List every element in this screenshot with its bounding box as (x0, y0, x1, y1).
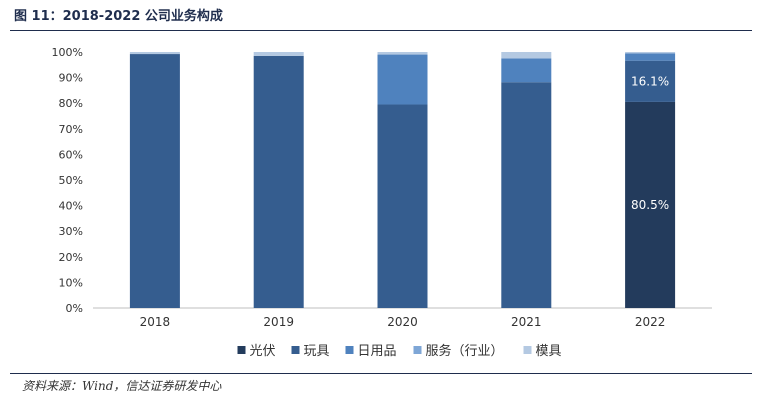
legend-swatch (345, 346, 354, 354)
bar-segment (625, 53, 676, 61)
bar-segment (129, 54, 180, 308)
legend-label: 玩具 (304, 344, 330, 359)
y-tick-label: 60% (59, 148, 83, 161)
bar-segment (501, 52, 552, 59)
y-tick-label: 90% (59, 72, 83, 85)
data-label: 16.1% (631, 74, 669, 88)
legend-swatch (291, 346, 300, 354)
y-tick-label: 0% (66, 302, 83, 315)
y-tick-label: 100% (52, 46, 83, 59)
bar-segment (377, 104, 428, 308)
legend-swatch (523, 346, 532, 354)
x-tick-label: 2021 (511, 315, 542, 329)
bar-segment (501, 82, 552, 308)
legend-swatch (413, 346, 422, 354)
legend-label: 光伏 (250, 344, 276, 359)
bar-segment (377, 54, 428, 105)
x-tick-label: 2022 (635, 315, 666, 329)
source-note: 资料来源：Wind，信达证券研发中心 (22, 379, 222, 393)
y-tick-label: 10% (59, 276, 83, 289)
x-tick-label: 2019 (263, 315, 294, 329)
y-tick-label: 70% (59, 123, 83, 136)
legend-label: 服务（行业） (426, 343, 504, 359)
y-tick-label: 30% (59, 225, 83, 238)
y-tick-label: 40% (59, 200, 83, 213)
y-tick-label: 80% (59, 97, 83, 110)
y-tick-label: 20% (59, 251, 83, 264)
bar-segment (501, 58, 552, 83)
y-tick-label: 50% (59, 174, 83, 187)
bar-segment (377, 52, 428, 55)
title-divider (10, 30, 752, 31)
legend-swatch (237, 346, 246, 354)
bar-segment (625, 101, 676, 308)
bar-segment (253, 52, 304, 56)
figure-title: 图 11：2018-2022 公司业务构成 (14, 9, 223, 24)
bar-segment (625, 52, 676, 54)
bar-segment (625, 60, 676, 102)
bar-segment (129, 52, 180, 55)
data-label: 80.5% (631, 198, 669, 212)
source-divider (10, 373, 752, 374)
legend-label: 日用品 (358, 344, 397, 359)
x-tick-label: 2018 (140, 315, 171, 329)
legend-label: 模具 (536, 344, 562, 359)
bar-segment (253, 55, 304, 309)
x-tick-label: 2020 (387, 315, 418, 329)
